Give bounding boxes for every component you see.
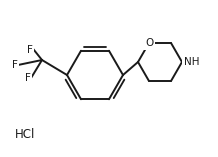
Text: F: F bbox=[25, 73, 31, 83]
Text: NH: NH bbox=[184, 57, 199, 67]
Text: O: O bbox=[145, 38, 153, 48]
Text: F: F bbox=[27, 45, 33, 55]
Text: F: F bbox=[12, 60, 18, 70]
Text: HCl: HCl bbox=[15, 128, 35, 141]
